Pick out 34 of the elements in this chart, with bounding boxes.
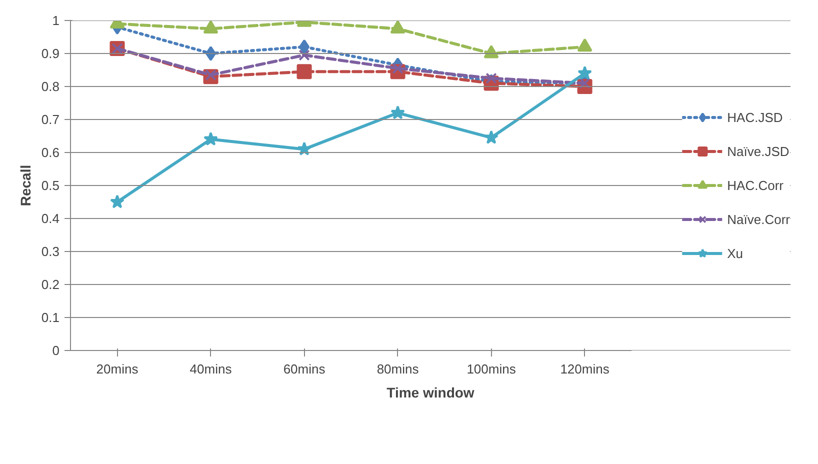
- x-tick-label: 80mins: [376, 362, 420, 376]
- x-tick-label: 60mins: [283, 362, 326, 376]
- x-tick-label: 20mins: [96, 362, 139, 376]
- x-tick-label: 40mins: [190, 362, 232, 376]
- x-tick-label: 120mins: [560, 362, 610, 376]
- y-tick-label: 0.5: [41, 178, 60, 193]
- point: [110, 194, 124, 208]
- point: [296, 64, 312, 80]
- y-tick-label: 0: [52, 343, 60, 358]
- legend-label: Naïve.JSD: [727, 144, 790, 158]
- y-tick-label: 0.6: [41, 145, 60, 160]
- y-tick-label: 0.7: [41, 112, 60, 127]
- point: [298, 50, 310, 61]
- legend-label: Naïve.Corr: [727, 212, 790, 226]
- y-tick-label: 0.2: [41, 277, 60, 292]
- y-tick-label: 1: [52, 13, 60, 28]
- y-axis-title: Recall: [17, 164, 34, 206]
- legend-label: HAC.Corr: [727, 178, 784, 192]
- y-tick-label: 0.8: [41, 79, 60, 94]
- y-tick-label: 0.1: [41, 310, 60, 325]
- y-tick-label: 0.3: [41, 244, 60, 259]
- point: [578, 66, 592, 80]
- legend-label: HAC.JSD: [727, 110, 783, 124]
- y-tick-label: 0.4: [41, 211, 60, 226]
- point: [298, 39, 310, 54]
- point: [297, 142, 312, 156]
- point: [205, 46, 216, 61]
- point: [390, 105, 405, 120]
- x-tick-label: 100mins: [466, 362, 516, 376]
- x-axis-title: Time window: [386, 384, 474, 400]
- legend-label: Xu: [727, 246, 744, 260]
- point: [204, 132, 218, 146]
- y-tick-label: 0.9: [41, 46, 60, 61]
- point: [484, 130, 498, 144]
